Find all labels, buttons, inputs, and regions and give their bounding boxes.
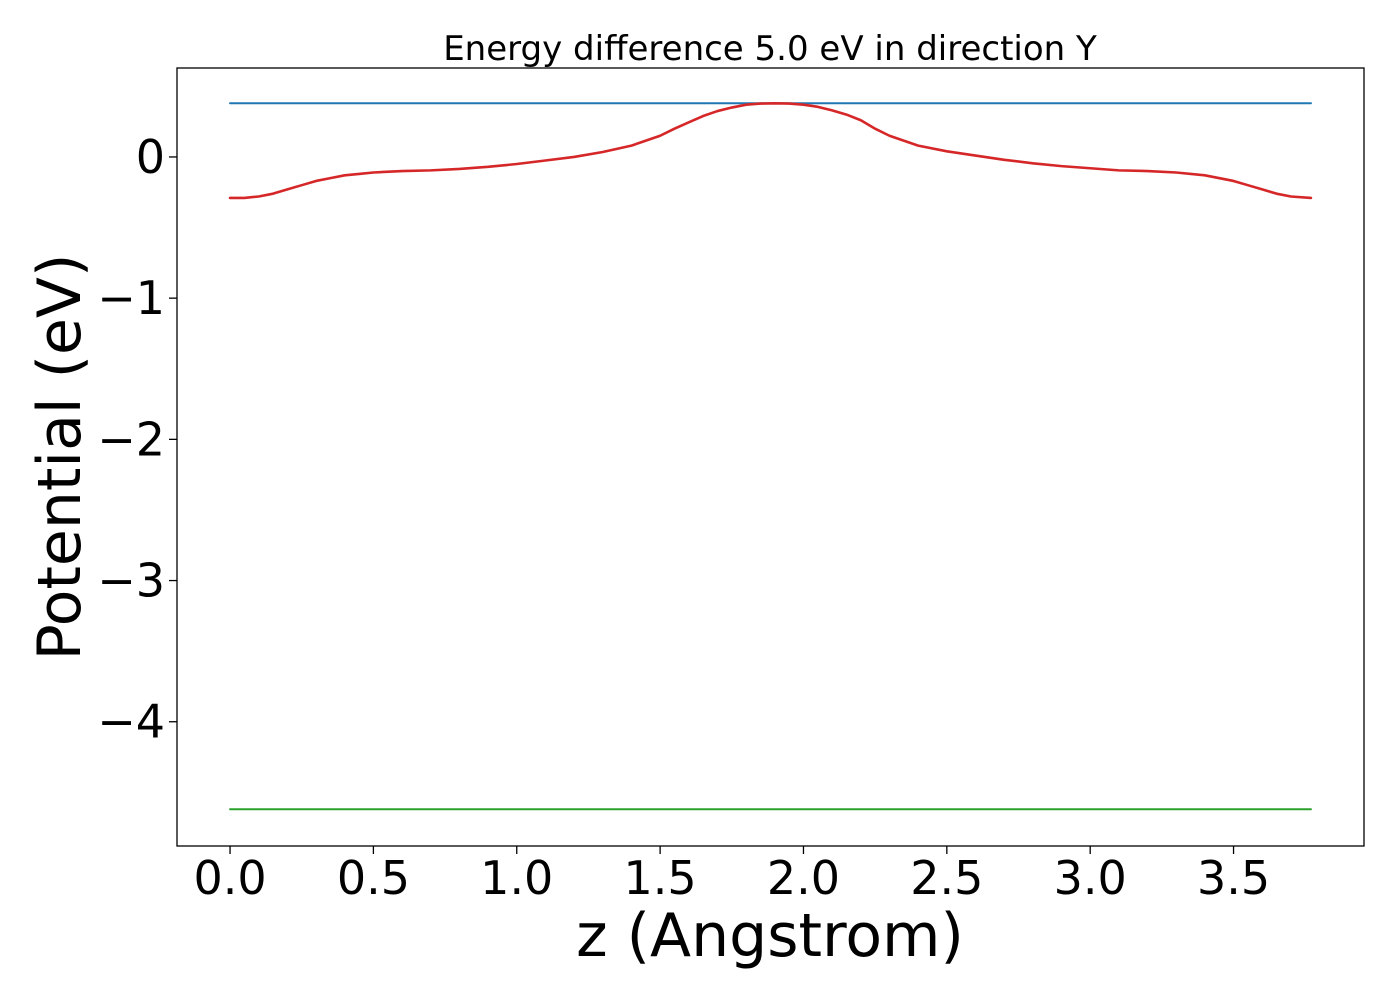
chart-title: Energy difference 5.0 eV in direction Y	[443, 29, 1097, 69]
x-axis: 0.0 0.5 1.0 1.5 2.0 2.5 3.0 3.5	[193, 846, 1270, 905]
y-tick-label: 0	[136, 130, 165, 184]
plot-frame	[176, 67, 1365, 847]
x-tick-label: 0.0	[193, 851, 266, 905]
y-axis-label: Potential (eV)	[25, 254, 95, 661]
x-tick-label: 1.0	[480, 851, 553, 905]
y-tick-label: −2	[97, 412, 165, 466]
y-tick-label: −4	[97, 695, 165, 749]
x-tick-label: 0.5	[337, 851, 410, 905]
series-line-3	[228, 102, 1313, 200]
series-layer	[228, 102, 1313, 811]
x-tick-label: 2.0	[767, 851, 840, 905]
x-tick-label: 1.5	[624, 851, 697, 905]
y-axis: 0 −1 −2 −3 −4	[97, 130, 177, 749]
y-tick-label: −1	[97, 271, 165, 325]
y-tick-label: −3	[97, 554, 165, 608]
x-axis-label: z (Angstrom)	[576, 901, 964, 971]
x-tick-label: 3.0	[1054, 851, 1127, 905]
x-tick-label: 2.5	[910, 851, 983, 905]
x-tick-label: 3.5	[1197, 851, 1270, 905]
